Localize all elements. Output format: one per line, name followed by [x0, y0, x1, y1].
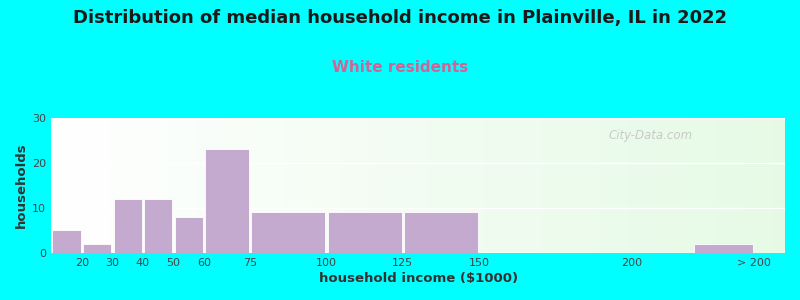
Bar — [206, 149, 249, 253]
Text: White residents: White residents — [332, 60, 468, 75]
Bar — [52, 230, 81, 253]
Bar — [144, 199, 172, 253]
Bar — [694, 244, 753, 253]
Bar — [83, 244, 111, 253]
Bar — [174, 217, 203, 253]
Y-axis label: households: households — [15, 143, 28, 228]
Bar — [404, 212, 478, 253]
Bar — [327, 212, 402, 253]
Text: City-Data.com: City-Data.com — [609, 129, 693, 142]
X-axis label: household income ($1000): household income ($1000) — [318, 272, 518, 285]
Bar — [114, 199, 142, 253]
Text: Distribution of median household income in Plainville, IL in 2022: Distribution of median household income … — [73, 9, 727, 27]
Bar — [251, 212, 325, 253]
